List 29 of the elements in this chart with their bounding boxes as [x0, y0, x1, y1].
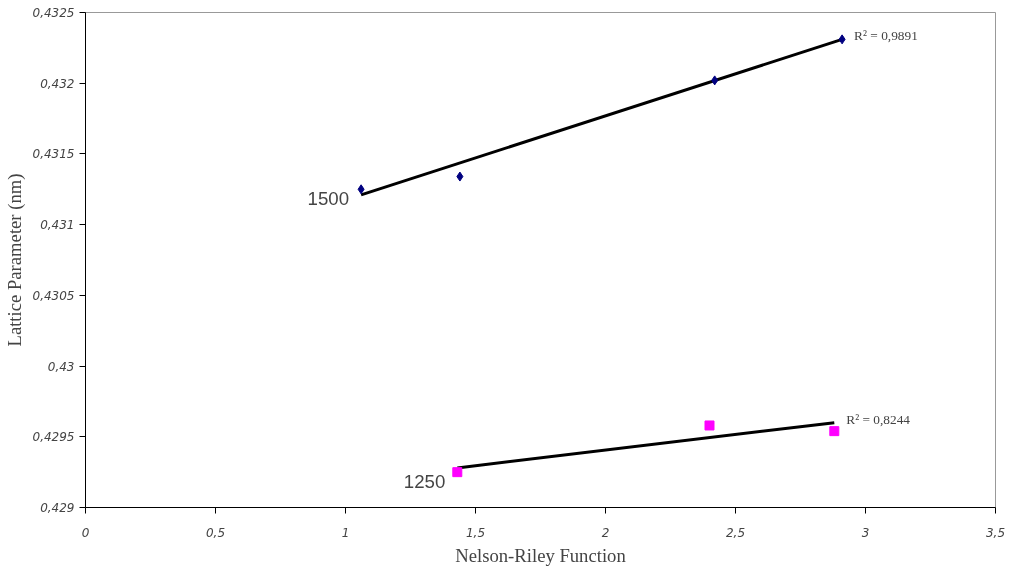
y-tick-label: 0,4325	[32, 6, 75, 20]
x-tick-label: 3,5	[985, 525, 1006, 540]
y-tick-label: 0,43	[47, 359, 75, 374]
series-label: 1250	[403, 471, 446, 493]
x-tick-label: 1,5	[465, 525, 486, 540]
point	[357, 184, 365, 195]
y-tick-label: 0,4305	[32, 288, 75, 303]
annotation: R² = 0,9891	[854, 28, 918, 44]
x-tick-label: 3	[861, 525, 870, 540]
annotation: R² = 0,8244	[846, 411, 911, 427]
point	[456, 171, 464, 182]
x-tick-label: 2,5	[725, 525, 746, 540]
y-tick-label: 0,432	[40, 76, 75, 91]
y-tick-label: 0,4295	[32, 430, 75, 445]
x-tick-label: 0,5	[205, 525, 226, 540]
x-tick-label: 1	[341, 525, 350, 540]
y-axis-title: Lattice Parameter (nm)	[3, 173, 26, 347]
y-tick-label: 0,4315	[32, 147, 75, 162]
point	[704, 420, 715, 431]
y-tick-label: 0,431	[40, 218, 75, 233]
point	[838, 34, 846, 45]
x-tick-label: 2	[601, 525, 610, 540]
point	[711, 75, 719, 86]
point	[829, 426, 840, 437]
point	[452, 467, 463, 478]
y-tick-label: 0,429	[40, 501, 75, 515]
series-label: 1500	[307, 188, 350, 210]
x-axis-title: Nelson-Riley Function	[455, 544, 627, 566]
x-tick-label: 0	[81, 525, 90, 540]
